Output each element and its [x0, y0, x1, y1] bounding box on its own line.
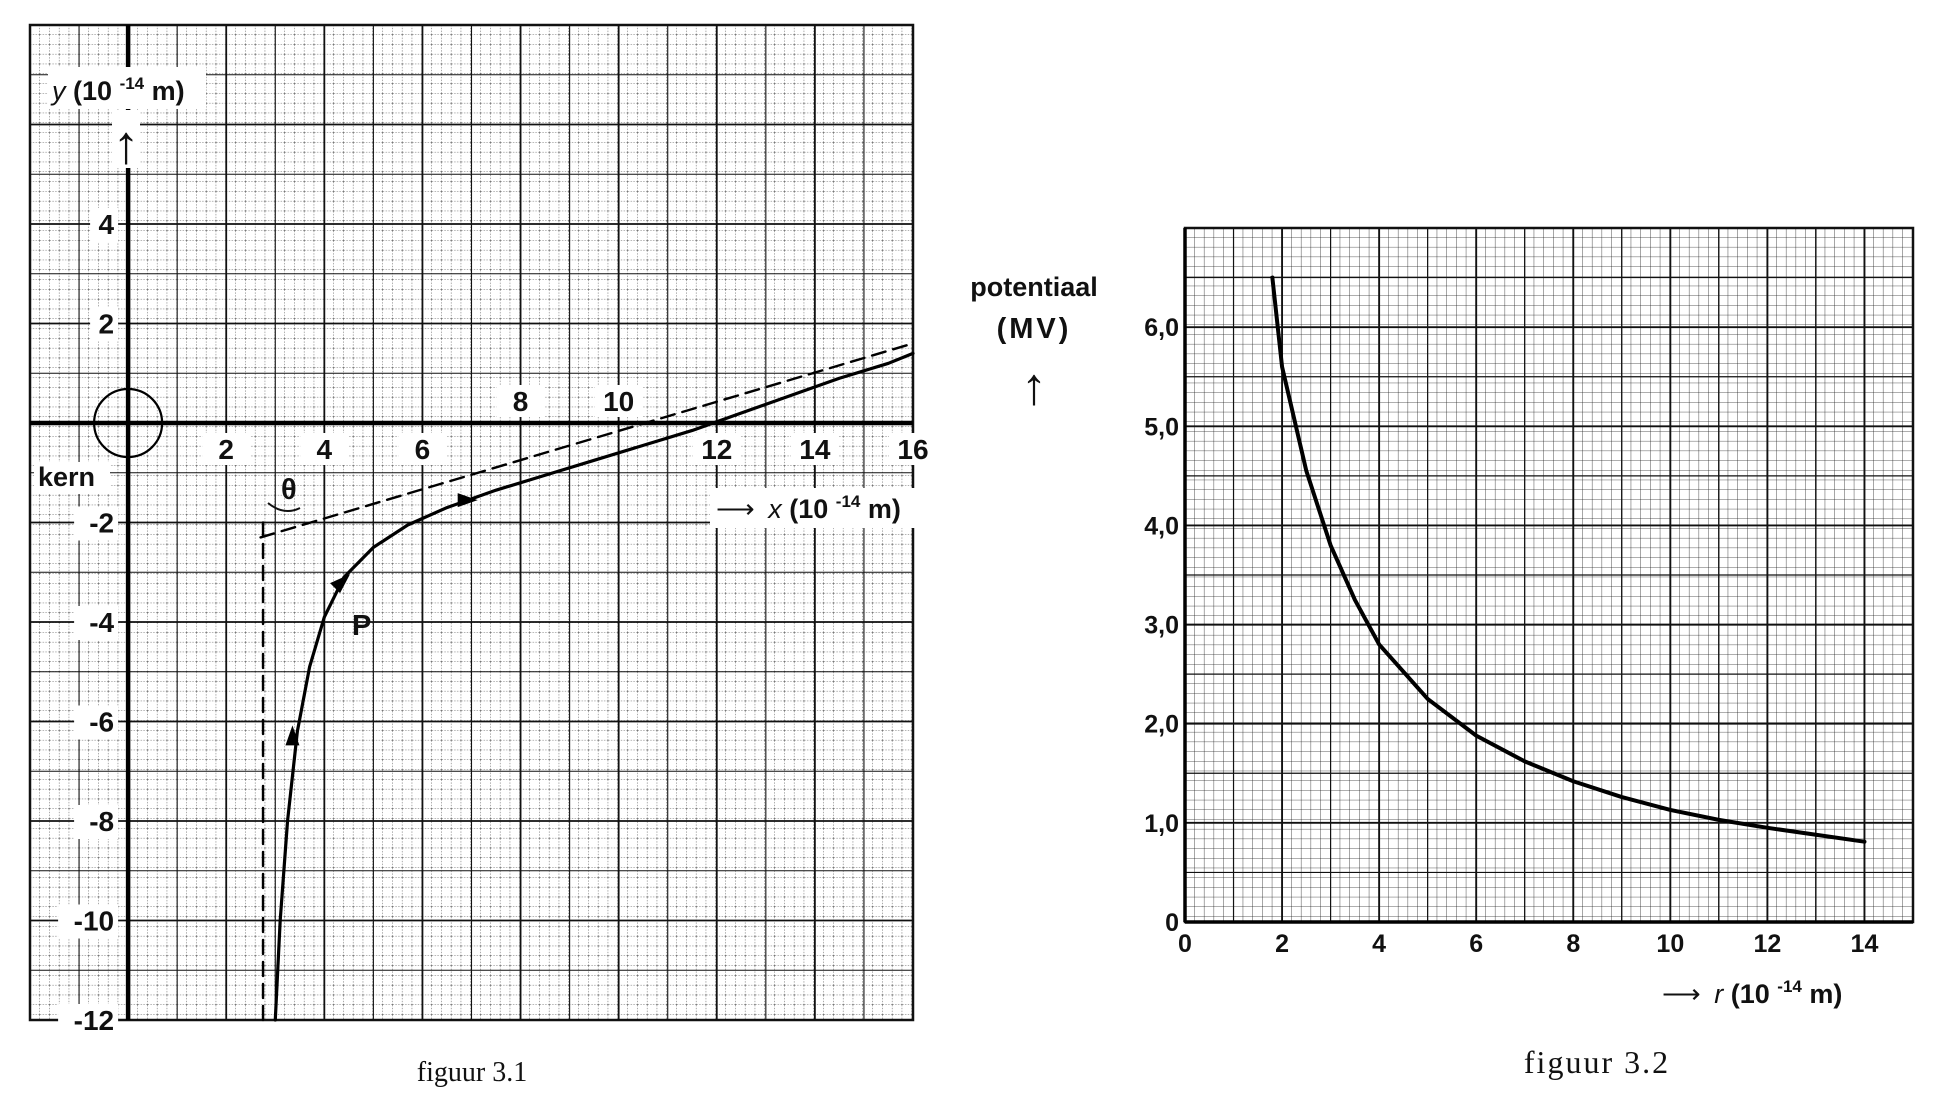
chart2-xlabel-unit: (10	[1731, 979, 1770, 1009]
chart2-xtick-label: 8	[1566, 930, 1580, 958]
chart1-ytick-label: -10	[74, 906, 114, 937]
chart2-xlabel-arrow-icon: ⟶	[1662, 979, 1701, 1009]
chart1-series	[259, 342, 915, 1022]
chart1-ytick-backing	[74, 506, 119, 541]
chart2-xtick-label: 14	[1851, 930, 1879, 958]
chart2-ytick-label: 1,0	[1144, 810, 1179, 838]
chart2-series	[1270, 275, 1867, 844]
chart1-ytick-label: -8	[89, 806, 114, 837]
chart2-xlabel-exp: -14	[1777, 977, 1802, 996]
chart2-ytick-label: 0	[1165, 909, 1179, 937]
chart2-ytick-label: 3,0	[1144, 612, 1179, 640]
chart1-xtick-backing	[594, 385, 643, 417]
chart1-ytick-backing	[58, 904, 119, 939]
chart1-ytick-label: -4	[89, 607, 114, 638]
chart1-xtick-backing	[398, 433, 447, 465]
chart1-xlabel-var: x	[766, 494, 783, 524]
chart1-xtick-backing	[202, 433, 251, 465]
direction-arrow-icon	[457, 493, 478, 508]
chart1-ytick-backing	[90, 307, 119, 342]
chart1-ylabel-unit: (10	[73, 76, 112, 106]
chart1-xlabel-backing	[710, 488, 930, 528]
potential-curve	[1270, 275, 1867, 844]
angle-theta-arc	[267, 502, 301, 513]
chart1-ytick-label: 4	[99, 209, 115, 240]
chart1-ytick-label: -12	[74, 1005, 114, 1036]
chart1-ytick-label: 2	[99, 309, 115, 340]
chart1-xtick-label: 2	[218, 434, 234, 465]
chart1-xlabel-post: m)	[868, 494, 901, 524]
chart1-up-arrow-icon: ↑	[113, 115, 140, 175]
chart1-tick-labels: 2 4 6 8 10 12 14 16 4 2 -2 -4 -6 -8 -10 -12	[58, 208, 937, 1038]
chart2-xtick-label: 12	[1753, 930, 1781, 958]
direction-arrow-icon	[330, 574, 351, 594]
chart2-caption: figuur 3.2	[1524, 1044, 1670, 1080]
chart2-ytick-label: 4,0	[1144, 512, 1179, 540]
chart2-axes	[1183, 228, 1913, 924]
chart1-axes	[30, 25, 913, 1020]
chart1-xtick-label: 14	[799, 434, 831, 465]
chart2-xtick-label: 2	[1275, 930, 1289, 958]
chart1-ytick-backing	[74, 606, 119, 640]
chart2-tick-labels: 0 2 4 6 8 10 12 14 0 1,0 2,0 3,0 4,0 5,0 6,0	[1144, 314, 1878, 958]
chart1-ytick-backing	[74, 805, 119, 839]
chart1-xtick-label: 6	[415, 434, 431, 465]
chart1-ytick-label: -6	[89, 707, 114, 738]
potential-chart: 0 2 4 6 8 10 12 14 0 1,0 2,0 3,0 4,0 5,0 6,0 potentiaa…	[970, 226, 1915, 1080]
direction-arrow-icon	[285, 725, 300, 746]
chart1-up-arrow-backing	[112, 110, 140, 168]
chart2-xtick-label: 10	[1656, 930, 1684, 958]
chart1-ytick-backing	[90, 208, 119, 242]
nucleus-label-backing	[34, 462, 110, 494]
chart1-xtick-label: 4	[317, 434, 333, 465]
chart1-xtick-backing	[496, 385, 545, 417]
chart1-xlabel-exp: -14	[836, 492, 861, 511]
angle-theta-label: θ	[281, 474, 297, 506]
chart1-xlabel-unit: (10	[789, 494, 828, 524]
chart2-xlabel-post: m)	[1809, 979, 1842, 1009]
chart1-xtick-label: 8	[513, 386, 529, 417]
trajectory-chart: 2 4 6 8 10 12 14 16 4 2 -2 -4 -6 -8 -10 -12 y (10 -14 m…	[28, 23, 937, 1088]
chart1-ylabel-exp: -14	[120, 74, 145, 93]
chart2-ylabel-line1: potentiaal	[970, 272, 1098, 302]
point-p-label: P	[352, 610, 371, 642]
chart1-ylabel-var: y	[50, 76, 67, 106]
chart2-xtick-label: 4	[1372, 930, 1386, 958]
chart1-ylabel: y (10 -14 m)	[50, 65, 185, 106]
chart1-ytick-label: -2	[89, 508, 114, 539]
chart2-ytick-label: 6,0	[1144, 314, 1179, 342]
nucleus-label: kern	[38, 462, 95, 492]
chart1-xlabel: ⟶ x (10 -14 m)	[716, 483, 901, 524]
chart1-xtick-backing	[790, 433, 839, 465]
chart1-caption: figuur 3.1	[417, 1057, 527, 1088]
chart2-xtick-label: 6	[1469, 930, 1483, 958]
chart2-xlabel: ⟶ r (10 -14 m)	[1662, 968, 1842, 1009]
chart1-ylabel-backing	[48, 67, 206, 109]
chart1-ytick-backing	[74, 705, 119, 740]
asymptote-dashed-line-1	[259, 342, 915, 539]
chart1-ytick-backing	[58, 1004, 119, 1038]
nucleus-circle	[93, 387, 164, 459]
chart1-xtick-label: 10	[603, 386, 634, 417]
chart2-up-arrow-icon: ↑	[1021, 358, 1047, 416]
chart1-xtick-label: 12	[701, 434, 732, 465]
chart2-ylabel-line2: (MV)	[997, 313, 1072, 345]
chart1-xlabel-arrow-icon: ⟶	[716, 494, 755, 524]
chart2-xtick-label: 0	[1178, 930, 1192, 958]
chart2-xlabel-var: r	[1714, 979, 1724, 1009]
chart1-xtick-label: 16	[897, 434, 928, 465]
chart2-ytick-label: 5,0	[1144, 413, 1179, 441]
chart1-xtick-backing	[889, 433, 937, 465]
chart1-ylabel-post: m)	[152, 76, 185, 106]
chart2-ytick-label: 2,0	[1144, 711, 1179, 739]
chart1-xtick-backing	[692, 433, 741, 465]
chart1-xtick-backing	[300, 433, 349, 465]
